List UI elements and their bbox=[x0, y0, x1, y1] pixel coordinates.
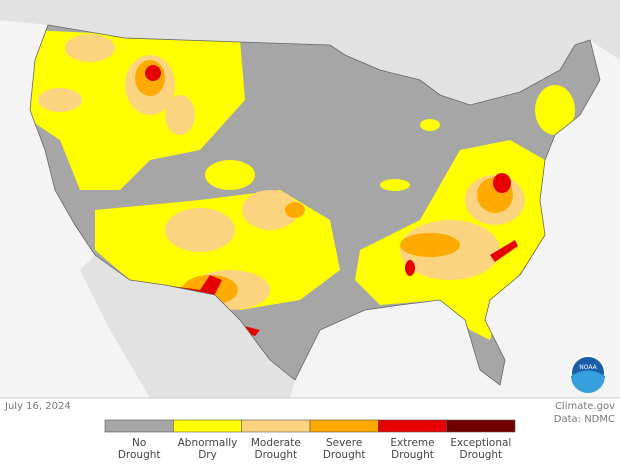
legend-label: No Drought bbox=[117, 437, 161, 461]
legend-label: Severe Drought bbox=[322, 437, 366, 461]
mexico bbox=[80, 255, 295, 398]
source: Data: NDMC bbox=[553, 414, 615, 425]
noaa-logo-wave bbox=[571, 370, 605, 393]
legend bbox=[104, 419, 516, 433]
legend-swatch bbox=[241, 419, 311, 433]
legend-swatch bbox=[309, 419, 379, 433]
legend-swatch bbox=[104, 419, 174, 433]
canada bbox=[0, 0, 620, 105]
date: July 16, 2024 bbox=[5, 401, 71, 412]
legend-swatch bbox=[446, 419, 516, 433]
legend-swatch bbox=[173, 419, 242, 433]
legend-swatch bbox=[378, 419, 447, 433]
legend-label: Abnormally Dry bbox=[177, 437, 238, 461]
legend-label: Moderate Drought bbox=[250, 437, 301, 461]
legend-label: Exceptional Drought bbox=[450, 437, 512, 461]
credit: Climate.gov bbox=[554, 401, 615, 412]
us-outline bbox=[29, 24, 601, 386]
legend-label: Extreme Drought bbox=[390, 437, 435, 461]
logo-text: NOAA bbox=[579, 364, 597, 371]
